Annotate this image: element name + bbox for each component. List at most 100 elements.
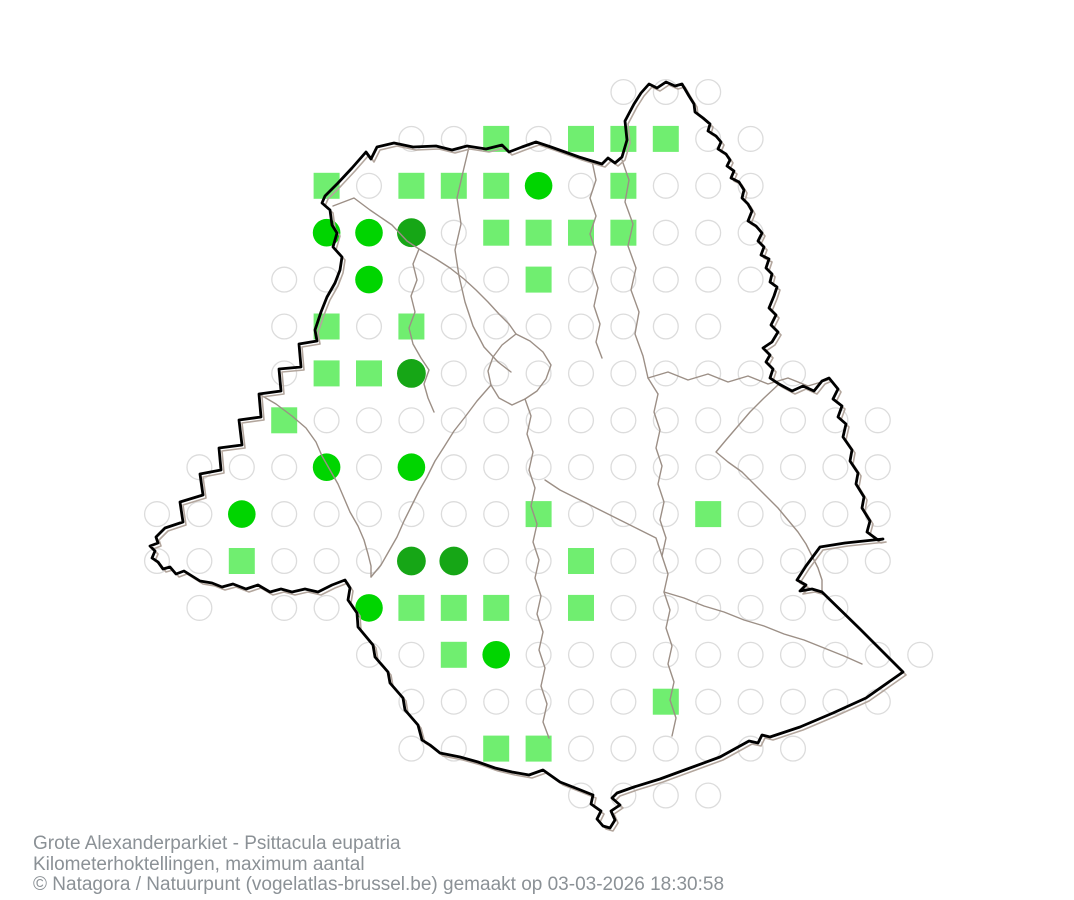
grid-marker-e (822, 547, 849, 575)
grid-marker-e (143, 501, 171, 528)
grid-marker-e (779, 641, 807, 668)
grid-marker-e (822, 454, 849, 481)
grid-marker-e (186, 501, 213, 528)
grid-marker-e (652, 501, 679, 528)
grid-marker-s (610, 219, 637, 246)
grid-marker-e (737, 266, 764, 293)
grid-marker-e (271, 266, 298, 293)
grid-marker-e (652, 407, 679, 434)
municipal-border-line (663, 591, 863, 665)
grid-marker-e (525, 547, 552, 575)
grid-marker-s (525, 501, 552, 528)
grid-marker-e (567, 266, 595, 293)
grid-marker-s (271, 407, 298, 434)
grid-marker-e (440, 735, 467, 762)
grid-marker-s (483, 735, 510, 762)
grid-marker-e (652, 735, 679, 762)
grid-marker-e (355, 454, 383, 481)
grid-marker-e (737, 547, 764, 575)
grid-marker-e (610, 407, 637, 434)
grid-marker-e (271, 454, 298, 481)
grid-marker-e (737, 641, 764, 668)
grid-marker-s (398, 172, 425, 199)
grid-marker-e (398, 501, 425, 528)
grid-marker-e (525, 641, 552, 668)
grid-marker-e (695, 641, 722, 668)
grid-marker-e (779, 688, 807, 715)
grid-marker-e (695, 594, 722, 621)
grid-marker-e (313, 501, 340, 528)
grid-marker-e (652, 266, 679, 293)
grid-marker-s (313, 360, 340, 387)
grid-marker-e (525, 407, 552, 434)
grid-marker-e (355, 407, 383, 434)
grid-marker-e (483, 454, 510, 481)
grid-marker-b (312, 453, 341, 482)
grid-marker-s (568, 594, 594, 621)
grid-marker-e (567, 641, 595, 668)
municipal-border-line (544, 479, 663, 557)
grid-marker-e (143, 547, 171, 575)
grid-marker-e (398, 688, 425, 715)
municipal-border-line (332, 197, 517, 335)
municipal-border-line (524, 398, 550, 739)
grid-marker-e (652, 172, 679, 199)
grid-marker-b (228, 500, 256, 528)
region-outline (148, 80, 905, 830)
grid-marker-e (440, 501, 467, 528)
grid-marker-e (525, 688, 552, 715)
grid-marker-e (652, 360, 679, 387)
grid-marker-e (737, 407, 764, 434)
grid-marker-e (695, 547, 722, 575)
grid-marker-e (398, 735, 425, 762)
grid-marker-d (397, 546, 426, 576)
grid-marker-e (355, 313, 383, 340)
grid-marker-e (737, 125, 764, 152)
map-caption: Grote Alexanderparkiet - Psittacula eupa… (33, 833, 724, 896)
grid-marker-e (737, 735, 764, 762)
grid-marker-e (313, 266, 340, 293)
grid-marker-e (779, 360, 807, 387)
grid-marker-e (652, 219, 679, 246)
grid-marker-e (864, 547, 891, 575)
grid-marker-e (271, 501, 298, 528)
municipal-border-line (487, 333, 552, 406)
grid-marker-s (568, 219, 594, 246)
grid-marker-e (779, 407, 807, 434)
grid-marker-d (397, 218, 426, 248)
grid-marker-e (652, 313, 679, 340)
species-title: Grote Alexanderparkiet - Psittacula eupa… (33, 833, 401, 854)
grid-marker-e (440, 219, 467, 246)
grid-marker-e (355, 547, 383, 575)
grid-marker-s (440, 641, 467, 668)
grid-marker-e (355, 641, 383, 668)
grid-marker-b (482, 641, 511, 669)
grid-marker-b (524, 172, 553, 200)
grid-marker-e (186, 547, 213, 575)
grid-marker-e (652, 78, 679, 106)
region-outline-layer (148, 80, 905, 830)
grid-marker-s (568, 125, 594, 152)
grid-marker-e (695, 407, 722, 434)
grid-marker-e (398, 641, 425, 668)
grid-marker-s (652, 125, 679, 152)
grid-marker-e (779, 735, 807, 762)
grid-marker-e (695, 454, 722, 481)
grid-marker-e (652, 454, 679, 481)
grid-marker-e (440, 688, 467, 715)
grid-marker-e (398, 125, 425, 152)
grid-marker-e (737, 501, 764, 528)
grid-marker-e (567, 360, 595, 387)
grid-marker-e (822, 407, 849, 434)
grid-marker-s (525, 219, 552, 246)
grid-marker-e (271, 547, 298, 575)
grid-marker-e (567, 501, 595, 528)
grid-marker-e (610, 735, 637, 762)
grid-marker-d (439, 546, 469, 576)
grid-marker-s (483, 219, 510, 246)
grid-marker-e (525, 454, 552, 481)
grid-marker-e (610, 688, 637, 715)
grid-marker-e (483, 501, 510, 528)
grid-marker-s (483, 594, 510, 621)
municipal-border-line (621, 159, 659, 395)
